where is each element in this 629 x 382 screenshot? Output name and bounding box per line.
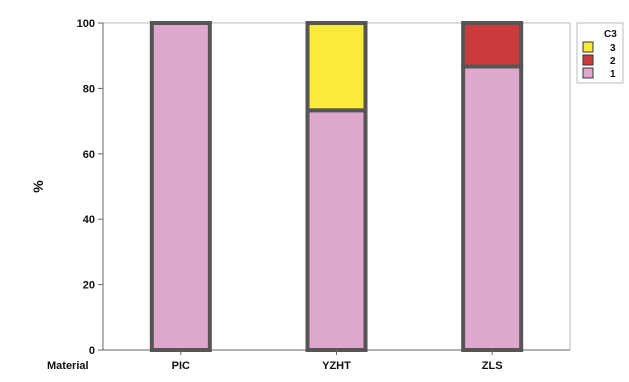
- y-tick-label: 80: [83, 83, 95, 95]
- legend-label-1: 1: [610, 69, 616, 80]
- legend-label-2: 2: [610, 56, 616, 67]
- legend-items: 3 2 1: [582, 41, 616, 80]
- legend-swatch-3: [582, 41, 594, 53]
- legend-swatch-2: [582, 54, 594, 66]
- y-axis-ticks: 0 20 40 60 80 100: [77, 18, 103, 357]
- legend: C3 3 2 1: [576, 22, 624, 84]
- x-category-label: ZLS: [482, 360, 503, 372]
- y-tick-label: 60: [83, 149, 95, 161]
- x-axis-title: Material: [47, 360, 89, 372]
- bar-segment-zls-2: [461, 21, 524, 69]
- y-tick-label: 40: [83, 214, 95, 226]
- legend-title: C3: [604, 29, 617, 40]
- bar-segment-yzht-3: [305, 21, 368, 113]
- y-tick-label: 0: [89, 345, 95, 357]
- bar-segment-yzht-1: [305, 108, 368, 352]
- x-category-label: YZHT: [322, 360, 351, 372]
- x-axis-categories: PIC YZHT ZLS: [172, 350, 503, 372]
- y-tick-label: 20: [83, 280, 95, 292]
- x-category-label: PIC: [172, 360, 190, 372]
- bar-segment-pic-1: [149, 21, 212, 352]
- y-axis-title: %: [30, 180, 46, 193]
- bars: [149, 21, 524, 352]
- y-tick-label: 100: [77, 18, 95, 30]
- bar-segment-zls-1: [461, 64, 524, 352]
- legend-swatch-1: [582, 67, 594, 79]
- legend-label-3: 3: [610, 43, 616, 54]
